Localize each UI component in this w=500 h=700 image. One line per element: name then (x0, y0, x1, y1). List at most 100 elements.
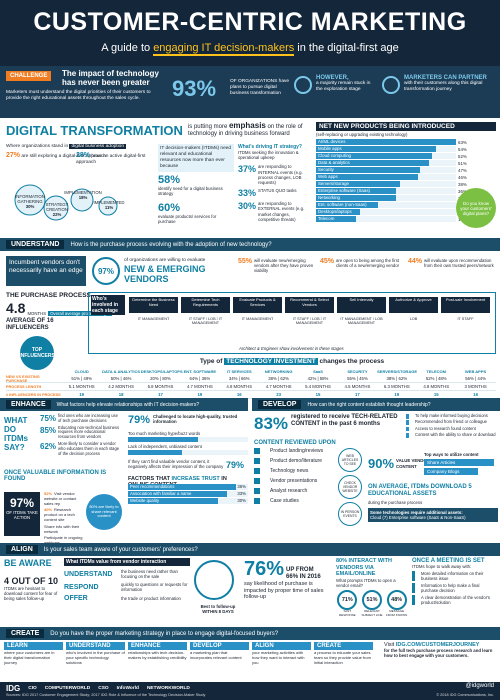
tech-cell: 42% | 58% (307, 376, 329, 381)
still-pct: 27% (6, 152, 21, 159)
tech-cell: 18 (118, 392, 124, 397)
product-bar (316, 174, 419, 181)
products-title: NET NEW PRODUCTS BEING INTRODUCED (316, 122, 496, 131)
product-bar-label: Enterprise software (Saas) (318, 188, 370, 194)
tech-col-header: WEB APPS (465, 369, 487, 374)
months-block: 4.8 MONTHS Overall average process lengt… (6, 300, 112, 316)
p79-text: Challenged to locate high-quality, trust… (153, 414, 238, 425)
tech-cell: 55% | 45% (347, 376, 368, 381)
p58-text: identify need for a digital business str… (158, 186, 223, 197)
create-step-title: CREATE (314, 642, 373, 650)
reviewed-item: Product landing/reviews (254, 448, 334, 454)
product-bar (316, 202, 379, 209)
mid-circle: WEB ARTICLES TO SEE (338, 448, 362, 472)
product-bar-track: Networking (316, 195, 456, 202)
understand-question: How is the purchase process evolving wit… (70, 241, 272, 248)
action-text: Research product on a tech content site (44, 507, 75, 522)
product-bar (316, 160, 430, 167)
too-much-label: Too much marketing hype/buzz words (128, 431, 201, 436)
product-bar-row: Servers/storage 38% (316, 181, 496, 188)
product-bar-row: Web apps 46% (316, 174, 496, 181)
tech-row-label: NEW VS EXISTING PURCHASE (6, 374, 40, 383)
tech-cell: 5.1 MONTHS (68, 384, 95, 389)
product-bar (316, 209, 361, 216)
factor-label: Website quality (130, 498, 160, 503)
lack-fill (128, 450, 182, 455)
create-stripe: CREATE Do you have the proper marketing … (0, 627, 500, 640)
tech-cell: 15 (433, 392, 439, 397)
tech-col-header: CLOUD (74, 369, 89, 374)
product-bar-row: Cloud computing 52% (316, 153, 496, 160)
digital-tagline: is putting more emphasis on the role of … (188, 122, 308, 138)
action-item: 52% Visit vendor website or contact sales… (44, 491, 84, 506)
create-tag: CREATE (6, 629, 45, 638)
process-stages-box: Who's involved in each stage Determine t… (88, 292, 496, 354)
strategy-sub: ITDMs seeking the innovation & operation… (238, 150, 299, 161)
tech-cell: 64% | 36% (189, 376, 211, 381)
p83-block: 83% registered to receive TECH-RELATED C… (254, 414, 404, 434)
stage-box: Authorize & Approve (389, 297, 438, 313)
who-title: Who's involved in each stage (91, 295, 125, 315)
top-way-item: Company Blogs (424, 468, 478, 475)
p60-value: 60% (158, 202, 181, 214)
create-step-title: DEVELOP (190, 642, 249, 650)
product-bar-row: Data & analytics 51% (316, 160, 496, 167)
visit-link[interactable]: IDG.COM/CUSTOMERJOURNEY (395, 642, 480, 648)
where-q: Where organizations stand in (6, 144, 69, 149)
visit-block: Visit IDG.COM/CUSTOMERJOURNEY for the fu… (384, 642, 496, 658)
p55-text: will evaluate new/emerging vendors after… (254, 258, 314, 274)
develop-side-item: To help make informed buying decisions (406, 413, 498, 419)
create-step-text: a marketing plan that incorporates relev… (190, 650, 242, 660)
tech-col-header: SERVERS/STORAGE (377, 369, 417, 374)
develop-section: 83% registered to receive TECH-RELATED C… (254, 413, 498, 542)
tech-col-header: DATA & ANALYTICS (102, 369, 141, 374)
enhance-stat-text: find ones who are increasing use of tech… (58, 413, 118, 423)
meeting-block: ONCE A MEETING IS SET ITDMs hope to walk… (412, 558, 496, 606)
tech-cell: 4.7 MONTHS (186, 384, 213, 389)
months-text: Overall average process length (48, 310, 112, 316)
best-follow: Best to follow-up WITHIN 8 DAYS (200, 604, 236, 615)
enhance-stats: 75% find ones who are increasing use of t… (40, 413, 122, 458)
type-heading: Type of TECHNOLOGY INVESTMENT changes th… (88, 358, 496, 365)
understand-section: Incumbent vendors don't necessarily have… (0, 252, 500, 399)
p97-action-box: 97% OF ITDMs TAKE ACTION (4, 492, 40, 536)
factor-row: Peer recommendations 36% (128, 484, 248, 490)
brand-logo: IDG (6, 684, 21, 693)
avg-influencers: AVERAGE OF 16 INFLUENCERS (6, 318, 54, 331)
tech-table-row: # INFLUENCERS IN PROCESS 19 18 17 19 16 23 15 17… (6, 391, 496, 399)
tech-cell: 34% | 66% (228, 376, 250, 381)
align-tag: ALIGN (6, 545, 38, 554)
product-bar-track: Ent. software (non-Saas) (316, 202, 456, 209)
role-label: IT MANAGEMENT / LOB MANAGEMENT (340, 317, 383, 326)
meeting-items: More detailed information on their busin… (412, 571, 496, 606)
digital-transformation-section: DIGITAL TRANSFORMATION is putting more e… (6, 122, 310, 234)
enhance-stripe: ENHANCE What factors help elevate relati… (0, 398, 248, 411)
reviewed-title: CONTENT REVIEWED UPON (254, 440, 336, 446)
copyright: © 2018 IDG Communications, Inc. (436, 693, 494, 697)
circle-implementation (70, 188, 94, 212)
product-bar-track: Desktops/laptops (316, 209, 456, 216)
p90-value: 90% (368, 456, 395, 471)
tech-cell: 4.8 MONTHS (226, 384, 253, 389)
too-much-fill (128, 437, 198, 442)
align-section: BE AWARE 4 OUT OF 10 ITDMs are hesitant … (4, 558, 496, 624)
create-step-title: LEARN (4, 642, 63, 650)
tech-row-label: PROCESS LENGTH (6, 384, 42, 389)
product-bar-value: 38% (458, 181, 467, 187)
four-text: ITDMs are hesitant to download content f… (4, 586, 58, 602)
net-new-products-section: NET NEW PRODUCTS BEING INTRODUCED (self-… (316, 122, 496, 234)
p97-action-text: OF ITDMs TAKE ACTION (6, 510, 38, 521)
tech-table-row: PROCESS LENGTH 5.1 MONTHS 4.2 MONTHS 5.8 MO… (6, 383, 496, 391)
product-bar-value: 46% (458, 174, 467, 180)
product-bar-row: Security 47% (316, 167, 496, 174)
stage-box: Determine Tech Requirements (181, 297, 230, 313)
brand-logo: COMPUTERWORLD (44, 686, 91, 691)
product-bar-track: Servers/storage (316, 181, 456, 188)
circle-strategy (43, 195, 69, 221)
reviewed-item: Analyst research (254, 488, 334, 494)
strategy-block: What's driving IT strategy? ITDMs seekin… (238, 144, 310, 222)
role-label: IT STAFF / LOB / IT MANAGEMENT (292, 317, 327, 326)
create-step: DEVELOP a marketing plan that incorporate… (190, 642, 249, 665)
products-badge: Do you know your customers' digital plan… (456, 188, 496, 228)
reviewed-item: Product demo/literature (254, 458, 334, 464)
